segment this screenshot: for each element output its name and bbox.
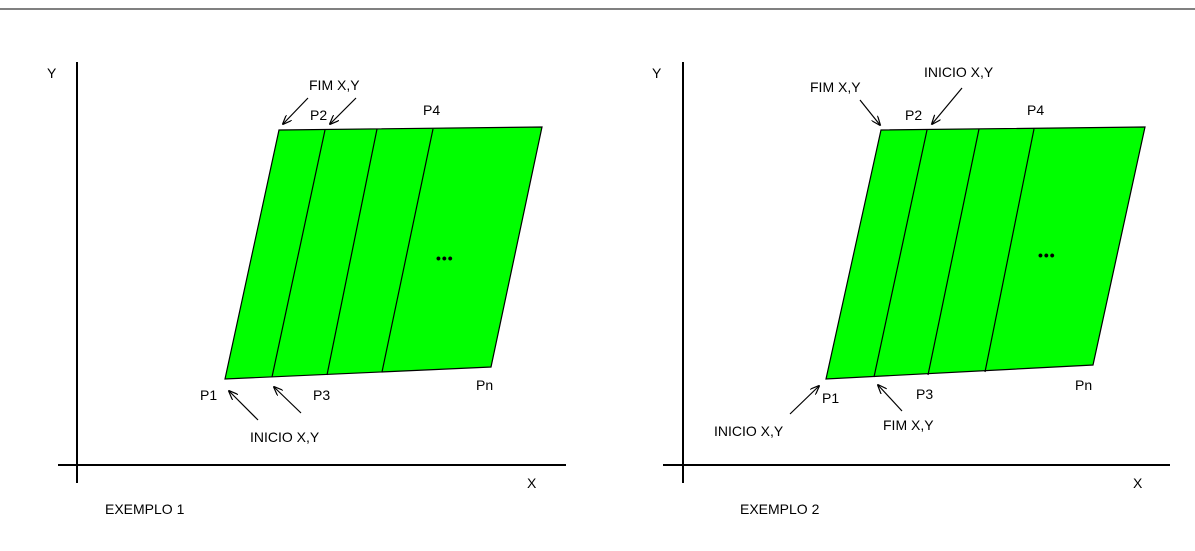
example-1: Y X ••• P1 P2 P3 P4 Pn FIM X,Y INICIO X,… <box>47 62 566 517</box>
arrow-start-1 <box>229 391 258 420</box>
arrow-start-top <box>932 88 962 124</box>
y-axis-label: Y <box>47 65 57 81</box>
x-axis-label: X <box>527 475 537 491</box>
point-p1: P1 <box>822 390 839 406</box>
start-label: INICIO X,Y <box>714 423 784 439</box>
green-parallelogram <box>826 127 1145 379</box>
ellipsis: ••• <box>1038 247 1056 263</box>
start-label: INICIO X,Y <box>250 429 320 445</box>
start-label: INICIO X,Y <box>924 64 994 80</box>
ellipsis: ••• <box>436 250 454 266</box>
arrow-start-bottom <box>790 386 819 414</box>
point-p3: P3 <box>916 386 933 402</box>
point-p1: P1 <box>200 387 217 403</box>
end-label: FIM X,Y <box>883 417 934 433</box>
arrow-start-2 <box>274 387 301 413</box>
point-pn: Pn <box>476 377 493 393</box>
y-axis-label: Y <box>652 65 662 81</box>
arrow-end-top <box>860 100 880 125</box>
point-p4: P4 <box>423 102 440 118</box>
example-title: EXEMPLO 1 <box>105 501 185 517</box>
arrow-end-2 <box>330 98 356 124</box>
x-axis-label: X <box>1133 475 1143 491</box>
arrow-end-1 <box>283 98 308 124</box>
point-p2: P2 <box>905 107 922 123</box>
point-pn: Pn <box>1075 377 1092 393</box>
point-p2: P2 <box>310 107 327 123</box>
end-label: FIM X,Y <box>309 77 360 93</box>
example-title: EXEMPLO 2 <box>740 501 820 517</box>
point-p3: P3 <box>313 387 330 403</box>
point-p4: P4 <box>1027 102 1044 118</box>
example-2: Y X ••• P1 P2 P3 P4 Pn FIM X,Y INICIO X,… <box>652 62 1170 517</box>
arrow-end-bottom <box>878 385 902 411</box>
end-label: FIM X,Y <box>810 79 861 95</box>
green-parallelogram <box>225 127 542 379</box>
